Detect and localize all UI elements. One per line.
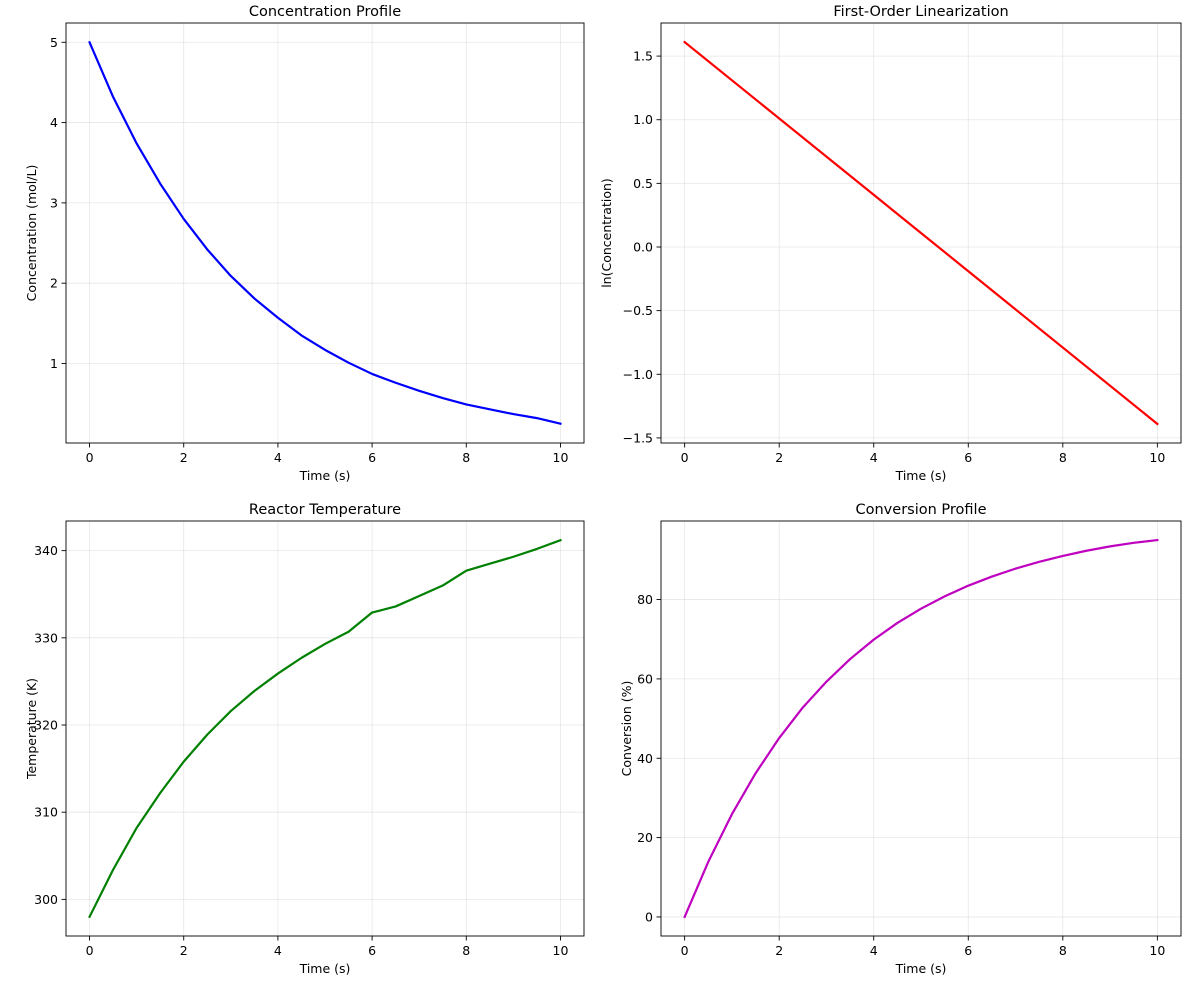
x-tick-label: 4 (870, 450, 878, 465)
x-tick-label: 6 (368, 450, 376, 465)
y-tick-label: 1 (50, 356, 58, 371)
x-tick-label: 0 (681, 943, 689, 958)
y-tick-label: 4 (50, 115, 58, 130)
chart-title: First-Order Linearization (833, 4, 1008, 20)
x-tick-label: 4 (274, 450, 282, 465)
chart-temperature: 0 2 4 6 8 10 300 310 320 330 340 Reactor Temperatur… (24, 502, 585, 976)
x-tick-label: 6 (368, 943, 376, 958)
x-tick-label: 2 (775, 943, 783, 958)
y-tick-label: 0 (645, 909, 653, 924)
y-tick-label: −0.5 (623, 303, 653, 318)
y-tick-label: −1.5 (623, 430, 653, 445)
y-tick-label: 320 (34, 718, 58, 733)
y-tick-label: 5 (50, 35, 58, 50)
x-tick-label: 6 (964, 450, 972, 465)
y-tick-label: 80 (637, 592, 653, 607)
concentration-series-line (88, 40, 562, 426)
y-tick-label: 40 (637, 751, 653, 766)
y-tick-label: 2 (50, 276, 58, 291)
x-axis-label: Time (s) (895, 961, 947, 976)
y-tick-label: 1.0 (633, 112, 653, 127)
chart-title: Conversion Profile (856, 502, 987, 518)
x-tick-label: 8 (462, 943, 470, 958)
x-tick-label: 10 (553, 943, 569, 958)
chart-title: Reactor Temperature (249, 502, 401, 518)
y-tick-label: 310 (34, 805, 58, 820)
axes-frame (65, 520, 585, 937)
y-tick-label: 0.5 (633, 176, 653, 191)
chart-linearization: 0 2 4 6 8 10 −1.5 −1.0 −0.5 0.0 0.5 1.0 1.5 First-Ord… (599, 4, 1182, 483)
y-axis-label: Concentration (mol/L) (24, 165, 39, 302)
x-axis-label: Time (s) (895, 468, 947, 483)
x-tick-label: 8 (1059, 943, 1067, 958)
x-tick-label: 0 (681, 450, 689, 465)
x-tick-label: 0 (86, 943, 94, 958)
x-tick-label: 8 (462, 450, 470, 465)
x-tick-label: 4 (870, 943, 878, 958)
chart-conversion: 0 2 4 6 8 10 0 20 40 60 80 Conversion Profile Time (… (619, 502, 1182, 976)
y-tick-label: 300 (34, 892, 58, 907)
y-tick-label: 0.0 (633, 240, 653, 255)
x-tick-label: 2 (775, 450, 783, 465)
y-tick-label: 60 (637, 671, 653, 686)
x-tick-label: 2 (180, 943, 188, 958)
y-tick-label: 1.5 (633, 49, 653, 64)
axes-frame (660, 22, 1182, 444)
x-tick-label: 4 (274, 943, 282, 958)
x-tick-label: 10 (1149, 450, 1165, 465)
x-axis-label: Time (s) (299, 961, 351, 976)
y-tick-label: −1.0 (623, 367, 653, 382)
x-tick-label: 6 (964, 943, 972, 958)
x-axis-label: Time (s) (299, 468, 351, 483)
chart-title: Concentration Profile (249, 4, 401, 20)
y-tick-label: 3 (50, 195, 58, 210)
y-axis-label: Conversion (%) (619, 681, 634, 777)
y-tick-label: 20 (637, 830, 653, 845)
linearization-series-line (683, 40, 1159, 426)
temperature-series-line (88, 538, 562, 919)
axes-frame (65, 22, 585, 444)
y-axis-label: ln(Concentration) (599, 178, 614, 288)
y-tick-label: 340 (34, 543, 58, 558)
x-tick-label: 0 (86, 450, 94, 465)
x-tick-label: 10 (1149, 943, 1165, 958)
x-tick-label: 8 (1059, 450, 1067, 465)
y-tick-label: 330 (34, 630, 58, 645)
y-axis-label: Temperature (K) (24, 678, 39, 780)
axes-frame (660, 520, 1182, 937)
x-tick-label: 2 (180, 450, 188, 465)
conversion-series-line (683, 538, 1159, 919)
x-tick-label: 10 (553, 450, 569, 465)
